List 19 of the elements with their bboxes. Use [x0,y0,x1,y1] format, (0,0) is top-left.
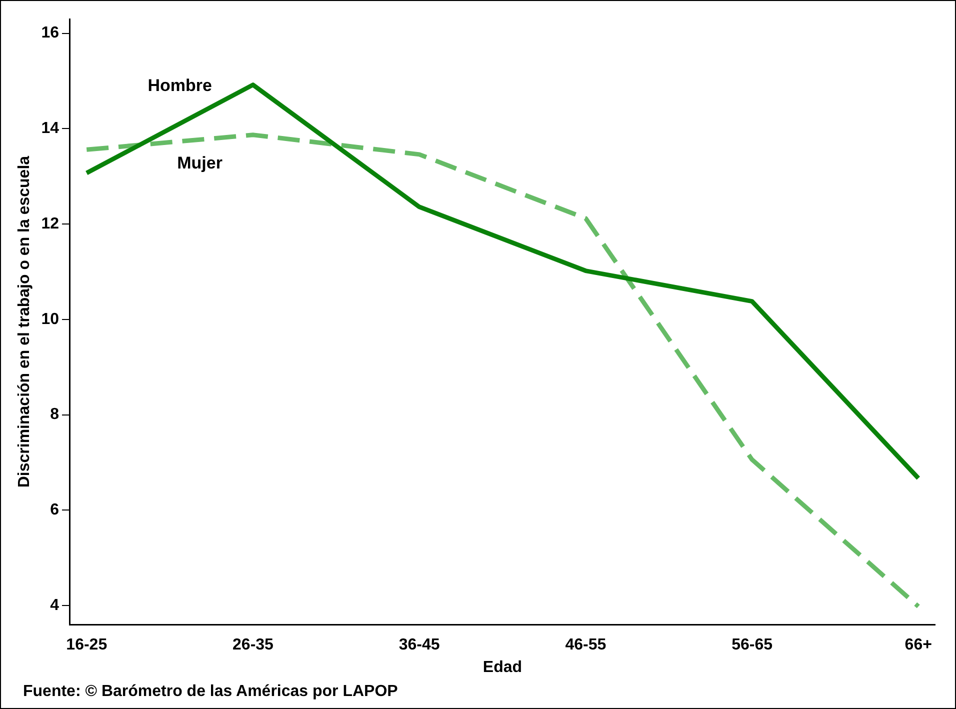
y-tick-label: 8 [50,406,60,424]
series-label: Hombre [148,76,212,95]
x-tick-label: 46-55 [565,636,606,654]
y-tick-label: 4 [50,596,60,614]
x-tick-label: 56-65 [732,636,773,654]
x-axis-title: Edad [482,658,522,676]
x-tick-label: 26-35 [232,636,274,654]
y-axis-title: Discriminación en el trabajo o en la escuela [16,156,34,488]
series-label: Mujer [177,153,223,172]
x-tick-label: 36-45 [398,636,440,654]
y-tick-label: 16 [41,24,60,42]
x-tick-label: 66+ [904,636,932,654]
y-tick-label: 12 [41,215,60,232]
y-tick-label: 14 [41,120,60,138]
source-note: Fuente: © Barómetro de las Américas por LAPOP [23,683,398,701]
x-tick-label: 16-25 [66,636,108,654]
y-tick-label: 10 [41,310,60,328]
y-tick-label: 6 [50,502,60,519]
line-series [84,132,921,609]
